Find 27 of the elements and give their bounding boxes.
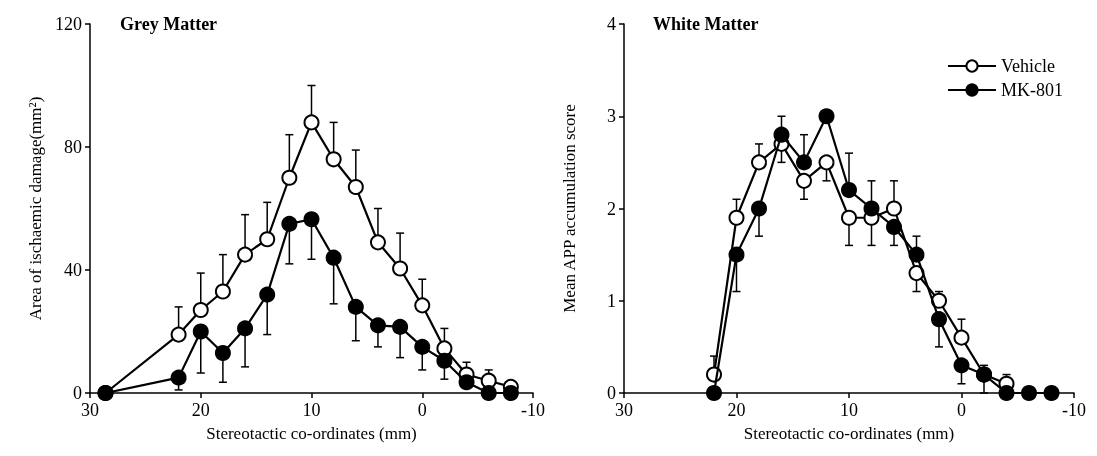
y-tick-label: 4 [607, 14, 616, 34]
x-tick-label: 30 [615, 400, 633, 420]
legend-label: MK-801 [1001, 80, 1063, 100]
x-tick-label: 0 [957, 400, 966, 420]
y-tick-label: 40 [64, 260, 82, 280]
y-tick-label: 120 [55, 14, 82, 34]
x-tick-label: 20 [191, 400, 210, 420]
y-tick-label: 80 [64, 137, 82, 157]
y-tick-label: 0 [73, 383, 82, 403]
x-tick-label: 10 [302, 400, 321, 420]
x-tick-label: -10 [521, 400, 545, 420]
chart-title: White Matter [653, 14, 759, 34]
y-tick-label: 3 [607, 106, 616, 127]
y-tick-label: 1 [607, 290, 616, 311]
y-axis-title: Mean APP accumulation score [560, 104, 579, 313]
y-tick-label: 0 [607, 383, 616, 403]
x-tick-label: 20 [727, 400, 746, 420]
x-tick-label: 30 [81, 400, 99, 420]
y-axis-title: Area of ischaemic damage(mm²) [26, 96, 45, 321]
x-axis-title: Stereotactic co-ordinates (mm) [206, 424, 417, 443]
legend-label: Vehicle [1001, 56, 1055, 76]
x-tick-label: 10 [840, 400, 858, 420]
chart-title: Grey Matter [120, 14, 218, 34]
y-tick-label: 2 [607, 198, 616, 219]
x-tick-label: -10 [1062, 400, 1086, 420]
x-tick-label: 0 [417, 400, 427, 420]
x-axis-title: Stereotactic co-ordinates (mm) [743, 424, 955, 443]
